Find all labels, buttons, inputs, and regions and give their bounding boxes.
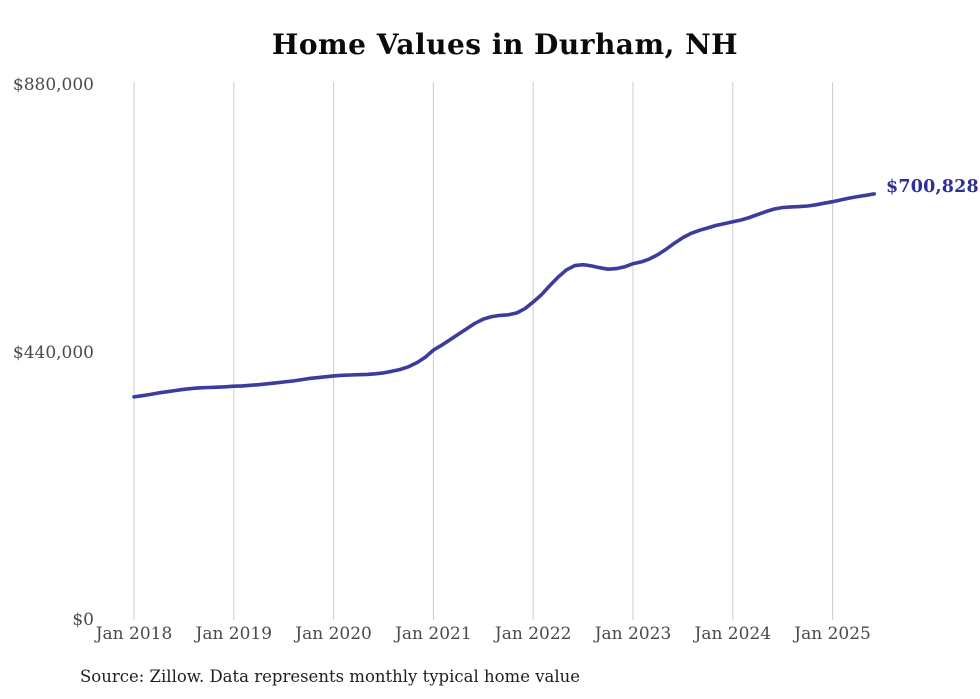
final-value-label: $700,828 [886, 177, 979, 197]
x-tick-label: Jan 2018 [95, 624, 173, 644]
value-line [132, 192, 877, 399]
chart-title: Home Values in Durham, NH [271, 28, 739, 61]
source-note: Source: Zillow. Data represents monthly … [80, 667, 581, 686]
y-tick-label: $440,000 [12, 342, 94, 363]
y-tick-label: $880,000 [12, 75, 94, 95]
x-tick-label: Jan 2019 [195, 624, 273, 644]
x-tick-label: Jan 2022 [494, 624, 572, 644]
x-tick-label: Jan 2020 [295, 624, 372, 644]
y-tick-label: $0 [72, 610, 94, 630]
x-tick-label: Jan 2024 [694, 624, 772, 644]
x-tick-label: Jan 2021 [395, 624, 472, 644]
x-tick-label: Jan 2023 [594, 624, 672, 644]
x-tick-label: Jan 2025 [794, 624, 871, 644]
